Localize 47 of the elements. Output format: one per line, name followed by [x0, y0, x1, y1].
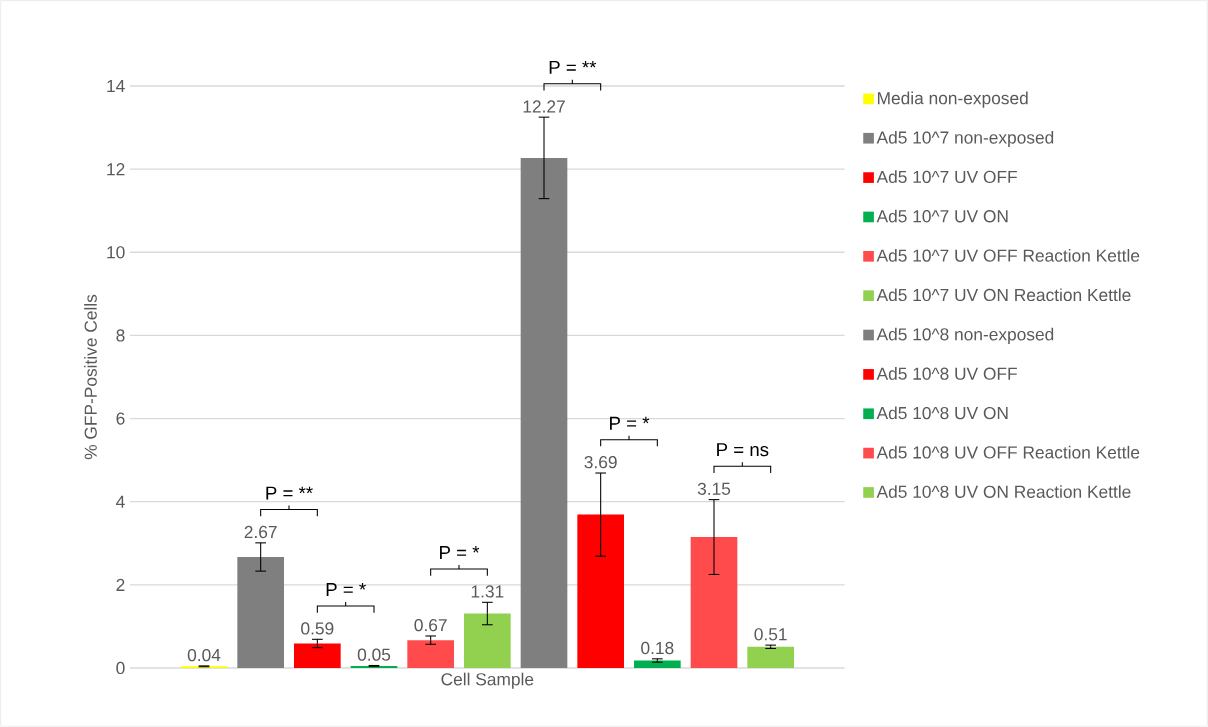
- data-label: 12.27: [523, 100, 565, 113]
- data-label: 0.51: [754, 628, 787, 641]
- y-tick-label: 8: [116, 329, 125, 342]
- data-label: 3.69: [584, 456, 617, 469]
- data-label: 0.18: [641, 641, 674, 655]
- data-label: 0.67: [414, 618, 447, 632]
- bar: [577, 514, 624, 668]
- legend-label: Ad5 10^7 non-exposed: [876, 130, 1054, 148]
- y-tick-label: 2: [116, 578, 125, 591]
- legend-label: Ad5 10^7 UV OFF Reaction Kettle: [876, 249, 1140, 262]
- data-label: 0.59: [301, 622, 334, 635]
- legend-label: Ad5 10^8 UV ON: [876, 406, 1008, 420]
- legend-label: Ad5 10^8 UV OFF Reaction Kettle: [876, 445, 1140, 459]
- annotation: P = *: [610, 416, 650, 430]
- y-tick-label: 4: [116, 495, 125, 508]
- annotation: P = **: [266, 486, 313, 500]
- annotation: P = *: [440, 546, 480, 559]
- bar: [520, 157, 568, 668]
- bar: [634, 660, 681, 668]
- legend-label: Ad5 10^7 UV ON: [876, 209, 1008, 223]
- bar: [464, 613, 511, 668]
- bar: [237, 556, 285, 668]
- annotation: P = *: [326, 583, 366, 596]
- text: P = **: [549, 60, 597, 74]
- y-tick-label: 10: [107, 246, 125, 259]
- legend-label: Ad5 10^8 UV ON Reaction Kettle: [876, 485, 1131, 498]
- data-label: 0.04: [187, 648, 221, 662]
- data-label: 0.05: [357, 648, 391, 661]
- annotation: P = ns: [717, 443, 769, 457]
- y-tick-label: 14: [107, 80, 125, 92]
- bar: [294, 643, 341, 668]
- legend-label: Ad5 10^8 non-exposed: [876, 327, 1054, 344]
- bar: [747, 646, 794, 668]
- data-label: 3.15: [697, 482, 731, 495]
- legend-label: Ad5 10^8 UV OFF: [876, 367, 1017, 380]
- bar: [407, 640, 454, 668]
- data-label: 2.67: [244, 525, 277, 539]
- y-axis-title: % GFP-Positive Cells: [84, 294, 97, 460]
- data-label: 1.31: [471, 585, 504, 598]
- x-tick-label: Cell Sample: [441, 672, 534, 689]
- y-tick-label: 0: [116, 661, 125, 675]
- bar: [690, 537, 738, 668]
- legend-label: Ad5 10^7 UV ON Reaction Kettle: [876, 288, 1131, 302]
- legend-label: Media non-exposed: [877, 91, 1028, 108]
- legend-label: Ad5 10^7 UV OFF: [876, 170, 1017, 184]
- y-tick-label: 12: [107, 163, 125, 176]
- y-tick-label: 6: [116, 412, 125, 425]
